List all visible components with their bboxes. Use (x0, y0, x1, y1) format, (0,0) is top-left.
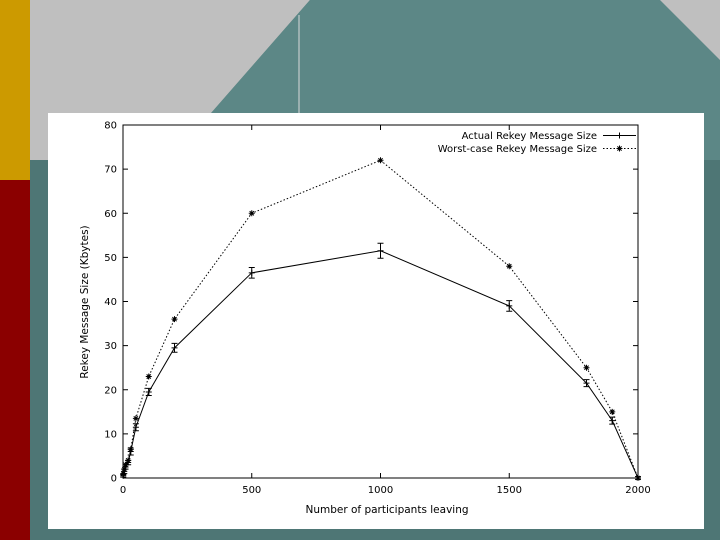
data-point (171, 344, 178, 351)
x-tick-label: 0 (120, 485, 126, 496)
axis-ticks: 0 10 20 30 40 50 60 70 80 0 500 1000 1500 2000 (104, 121, 650, 497)
y-tick-label: 0 (111, 474, 117, 485)
y-tick-label: 40 (104, 297, 117, 308)
chart-legend: Actual Rekey Message Size Worst-case Rek… (438, 131, 636, 155)
y-tick-label: 60 (104, 209, 117, 220)
y-tick-label: 80 (104, 121, 117, 132)
x-axis-label: Number of participants leaving (305, 504, 468, 516)
series-line (122, 159, 639, 479)
legend-label-worst-case: Worst-case Rekey Message Size (438, 144, 597, 155)
data-point (121, 466, 128, 473)
data-point (609, 417, 616, 424)
legend-marker-worst-case (616, 145, 623, 152)
data-point (122, 461, 129, 468)
y-tick-label: 30 (104, 341, 117, 352)
upper-right-facet (660, 0, 720, 60)
data-point (583, 380, 590, 387)
y-tick-label: 70 (104, 165, 117, 176)
axes-frame (122, 124, 639, 479)
data-point (377, 157, 384, 164)
data-point (132, 424, 139, 431)
y-axis-label: Rekey Message Size (Kbytes) (79, 225, 91, 378)
data-point (506, 302, 513, 309)
data-point (132, 415, 139, 422)
data-point (145, 388, 152, 395)
y-tick-label: 10 (104, 429, 117, 440)
plot-border (122, 124, 639, 479)
maroon-sidebar (0, 180, 30, 540)
data-point (506, 263, 513, 270)
legend-marker-actual (616, 132, 623, 139)
y-tick-label: 50 (104, 253, 117, 264)
data-point (248, 210, 255, 217)
y-tick-label: 20 (104, 385, 117, 396)
gold-sidebar (0, 0, 30, 180)
data-point (120, 470, 127, 477)
series-layer (120, 157, 641, 481)
data-point (609, 408, 616, 415)
x-tick-label: 500 (242, 485, 261, 496)
series-worst-case (120, 157, 641, 481)
chart-panel (48, 113, 704, 529)
series-line (122, 250, 639, 479)
data-point (145, 373, 152, 380)
x-tick-label: 1500 (497, 485, 522, 496)
data-point (127, 446, 134, 453)
x-tick-label: 1000 (368, 485, 393, 496)
legend-label-actual: Actual Rekey Message Size (462, 131, 597, 142)
data-point (377, 247, 384, 254)
x-tick-label: 2000 (625, 485, 650, 496)
series-actual (120, 242, 641, 481)
data-point (635, 475, 641, 481)
data-point (125, 457, 132, 464)
data-point (248, 269, 255, 276)
data-point (583, 364, 590, 371)
data-point (171, 316, 178, 323)
